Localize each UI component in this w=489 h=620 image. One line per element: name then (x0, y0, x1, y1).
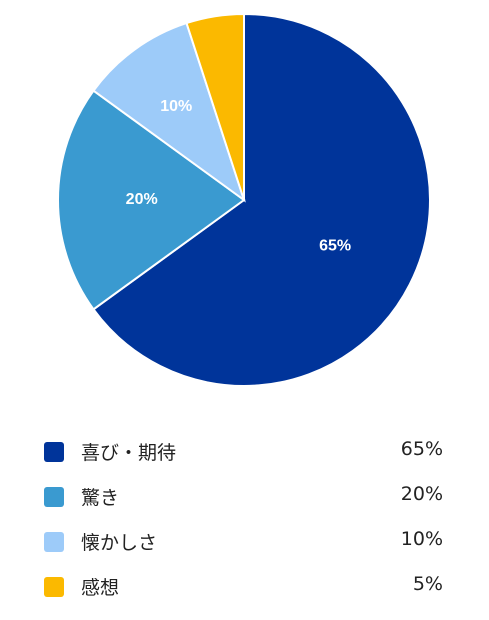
legend-item[interactable]: 驚き 20% (44, 477, 444, 522)
legend-value: 10% (400, 528, 443, 550)
legend-item[interactable]: 喜び・期待 65% (44, 432, 444, 477)
legend: 喜び・期待 65% 驚き 20% 懐かしさ 10% 感想 5% (44, 432, 444, 612)
legend-item[interactable]: 懐かしさ 10% (44, 522, 444, 567)
legend-item[interactable]: 感想 5% (44, 567, 444, 612)
pie-slice[interactable] (92, 12, 431, 387)
legend-value: 65% (400, 438, 443, 460)
pie-slice[interactable] (57, 89, 246, 311)
legend-swatch (44, 532, 64, 552)
legend-swatch (44, 487, 64, 507)
slice-label: 65% (319, 238, 351, 255)
legend-label: 感想 (81, 577, 120, 599)
legend-swatch (44, 577, 64, 597)
legend-label: 驚き (81, 487, 120, 509)
pie-chart: 65% 20% 10% (57, 12, 431, 387)
pie-slice[interactable] (92, 21, 246, 203)
legend-label: 懐かしさ (81, 532, 158, 554)
legend-swatch (44, 442, 64, 462)
slice-label: 20% (126, 191, 158, 208)
slice-label: 10% (160, 98, 192, 115)
legend-value: 20% (400, 483, 443, 505)
pie-slice-labels: 65% 20% 10% (126, 98, 351, 255)
pie-slices (57, 12, 431, 387)
legend-label: 喜び・期待 (81, 442, 177, 464)
pie-slice[interactable] (185, 12, 245, 201)
legend-value: 5% (412, 573, 443, 595)
